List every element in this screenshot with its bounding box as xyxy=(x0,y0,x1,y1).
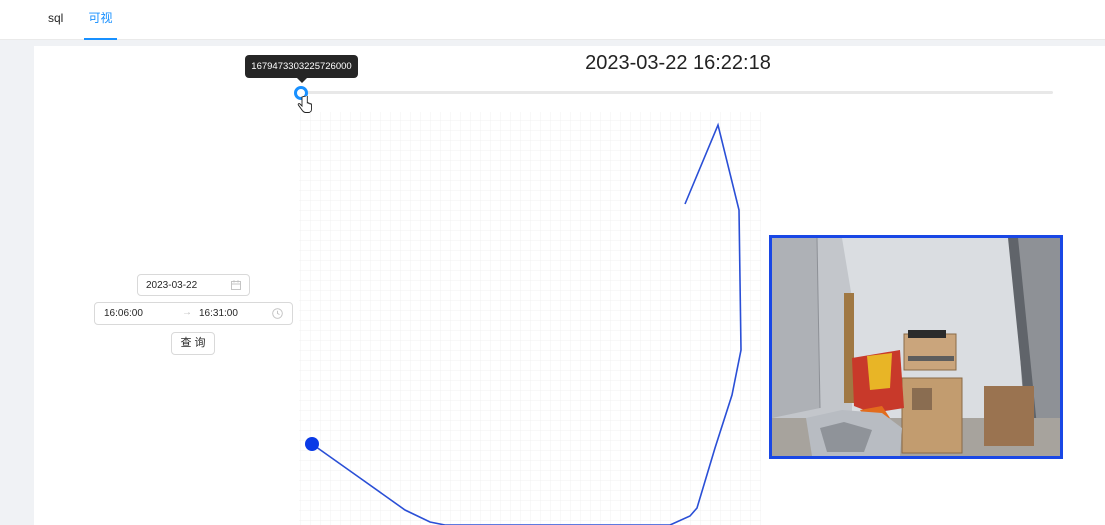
trajectory-start-marker xyxy=(305,437,319,451)
current-timestamp: 2023-03-22 16:22:18 xyxy=(585,52,771,74)
time-end-value[interactable]: 16:31:00 xyxy=(199,308,238,319)
plot-grid xyxy=(299,112,761,525)
slider-tooltip: 1679473303225726000 xyxy=(245,55,358,83)
date-picker[interactable]: 2023-03-22 xyxy=(137,274,250,296)
time-start-value[interactable]: 16:06:00 xyxy=(104,308,143,319)
time-range-picker[interactable]: 16:06:00 → 16:31:00 xyxy=(94,302,293,325)
camera-feed xyxy=(769,235,1063,459)
clock-icon xyxy=(272,308,283,319)
range-arrow: → xyxy=(182,307,192,318)
top-nav: sql 可视化 xyxy=(0,0,1105,61)
time-slider-rail[interactable] xyxy=(301,91,1053,94)
query-button[interactable]: 查询 xyxy=(171,332,215,355)
tab-sql[interactable]: sql xyxy=(48,11,64,25)
camera-image xyxy=(772,238,1060,456)
trajectory-path xyxy=(311,122,742,525)
date-value: 2023-03-22 xyxy=(146,280,198,291)
calendar-icon xyxy=(231,280,241,290)
hand-pointer-icon xyxy=(297,96,312,113)
